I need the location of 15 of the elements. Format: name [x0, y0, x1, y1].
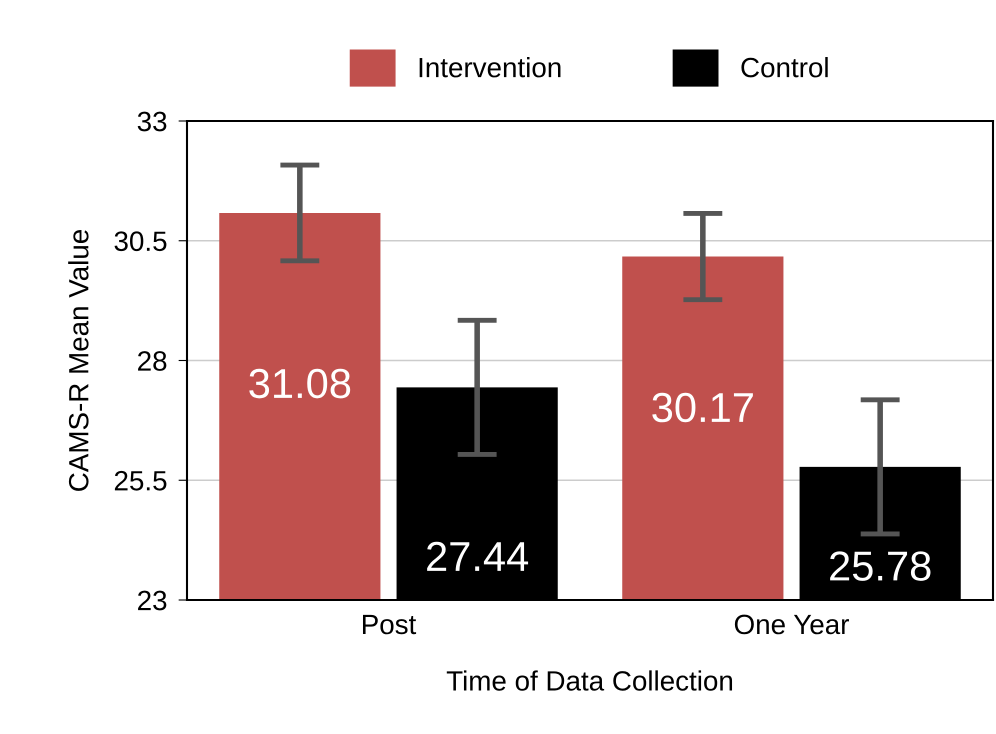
data-label: 25.78 [830, 551, 930, 581]
x-tick-label: Post [362, 614, 416, 634]
legend-label: Control [741, 57, 828, 78]
data-label: 27.44 [427, 542, 528, 571]
data-label: 31.08 [249, 368, 350, 398]
y-tick-label: 23 [138, 590, 166, 610]
x-tick-label: One Year [734, 614, 849, 634]
y-tick-label: 30.5 [114, 231, 166, 252]
legend-label: Intervention [420, 57, 560, 78]
y-tick-label: 25.5 [114, 470, 166, 491]
data-label: 30.17 [652, 392, 753, 422]
x-axis-title: Time of Data Collection [446, 670, 732, 691]
y-axis-title: CAMS-R Mean Value [68, 230, 89, 491]
y-tick-label: 33 [138, 112, 166, 132]
y-tick-label: 28 [138, 351, 166, 371]
